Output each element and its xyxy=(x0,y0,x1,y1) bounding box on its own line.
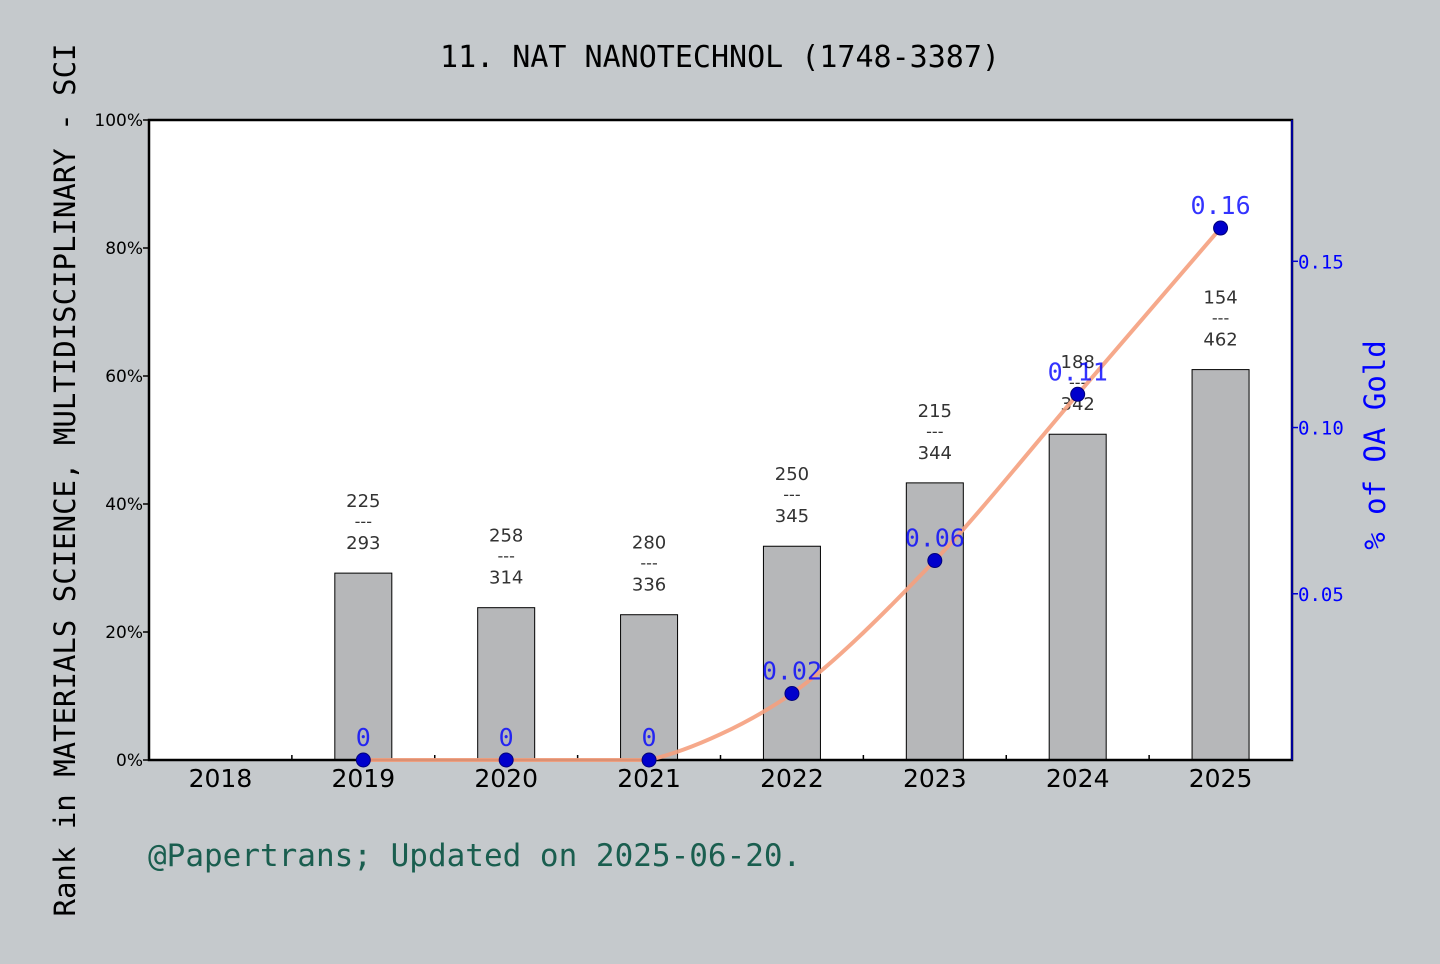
bar-label-top: 250 xyxy=(775,464,809,485)
footer-text: @Papertrans; Updated on 2025-06-20. xyxy=(148,838,801,874)
bar xyxy=(334,572,393,761)
bar-label-top: 225 xyxy=(346,491,380,512)
bar-label-separator: --- xyxy=(783,485,800,504)
bar-label-top: 188 xyxy=(1061,352,1095,373)
left-tick-label: 80% xyxy=(105,239,143,259)
bar-label-top: 215 xyxy=(918,401,952,422)
left-axis-label: Rank in MATERIALS SCIENCE, MULTIDISCIPLI… xyxy=(48,44,82,917)
oa-gold-point xyxy=(784,686,800,702)
bar-label-bottom: 344 xyxy=(918,443,952,464)
x-tick-label: 2020 xyxy=(474,764,538,793)
oa-gold-point xyxy=(355,752,371,768)
x-tick-label: 2021 xyxy=(617,764,681,793)
x-tick-label: 2024 xyxy=(1046,764,1110,793)
left-tick-label: 20% xyxy=(105,623,143,643)
x-tick-label: 2023 xyxy=(903,764,967,793)
oa-gold-point-label: 0 xyxy=(499,723,514,752)
oa-gold-point xyxy=(498,752,514,768)
left-tick-label: 100% xyxy=(94,111,143,131)
bar-label-separator: --- xyxy=(498,547,515,566)
left-tick-label: 0% xyxy=(116,751,143,771)
bar xyxy=(1048,433,1107,761)
bar-label-separator: --- xyxy=(355,512,372,531)
oa-gold-point-label: 0.02 xyxy=(762,657,822,686)
bar-label-bottom: 293 xyxy=(346,533,380,554)
bar-label-bottom: 336 xyxy=(632,575,666,596)
left-tick-label: 60% xyxy=(105,367,143,387)
bar-label-separator: --- xyxy=(926,422,943,441)
bar xyxy=(477,607,536,761)
plot-area: 225---293 258---314280---336250---345215-… xyxy=(94,111,1343,793)
oa-gold-point xyxy=(641,752,657,768)
oa-gold-point-label: 0.06 xyxy=(905,524,965,553)
bar xyxy=(620,614,679,761)
x-tick-label: 2025 xyxy=(1189,764,1253,793)
bar xyxy=(905,482,964,761)
x-tick-label: 2018 xyxy=(189,764,253,793)
right-tick-label: 0.10 xyxy=(1298,418,1344,440)
oa-gold-point xyxy=(1213,220,1229,236)
x-tick-label: 2022 xyxy=(760,764,824,793)
bar-label-bottom: 345 xyxy=(775,506,809,527)
oa-gold-point-label: 0 xyxy=(356,723,371,752)
bar-label-top: 280 xyxy=(632,533,666,554)
left-tick-label: 40% xyxy=(105,495,143,515)
right-axis-label: % of OA Gold xyxy=(1358,340,1392,550)
oa-gold-point xyxy=(1070,386,1086,402)
bar-label-separator: --- xyxy=(640,554,657,573)
bar-label-bottom: 462 xyxy=(1203,330,1237,351)
oa-gold-point-label: 0 xyxy=(642,723,657,752)
plot-background xyxy=(149,120,1292,760)
bar-label-bottom: 314 xyxy=(489,568,523,589)
bar-label-top: 154 xyxy=(1203,288,1237,309)
bar-label-top: 258 xyxy=(489,526,523,547)
x-tick-label: 2019 xyxy=(332,764,396,793)
bar-label-bottom: 342 xyxy=(1061,394,1095,415)
right-tick-label: 0.05 xyxy=(1298,584,1344,606)
bar-label-separator: --- xyxy=(1212,309,1229,328)
oa-gold-point-label: 0.11 xyxy=(1048,357,1108,386)
oa-gold-point xyxy=(927,553,943,569)
bar xyxy=(762,545,821,761)
chart-title: 11. NAT NANOTECHNOL (1748-3387) xyxy=(440,40,1000,75)
bar xyxy=(1191,369,1250,761)
oa-gold-point-label: 0.16 xyxy=(1190,191,1250,220)
right-tick-label: 0.15 xyxy=(1298,251,1344,273)
